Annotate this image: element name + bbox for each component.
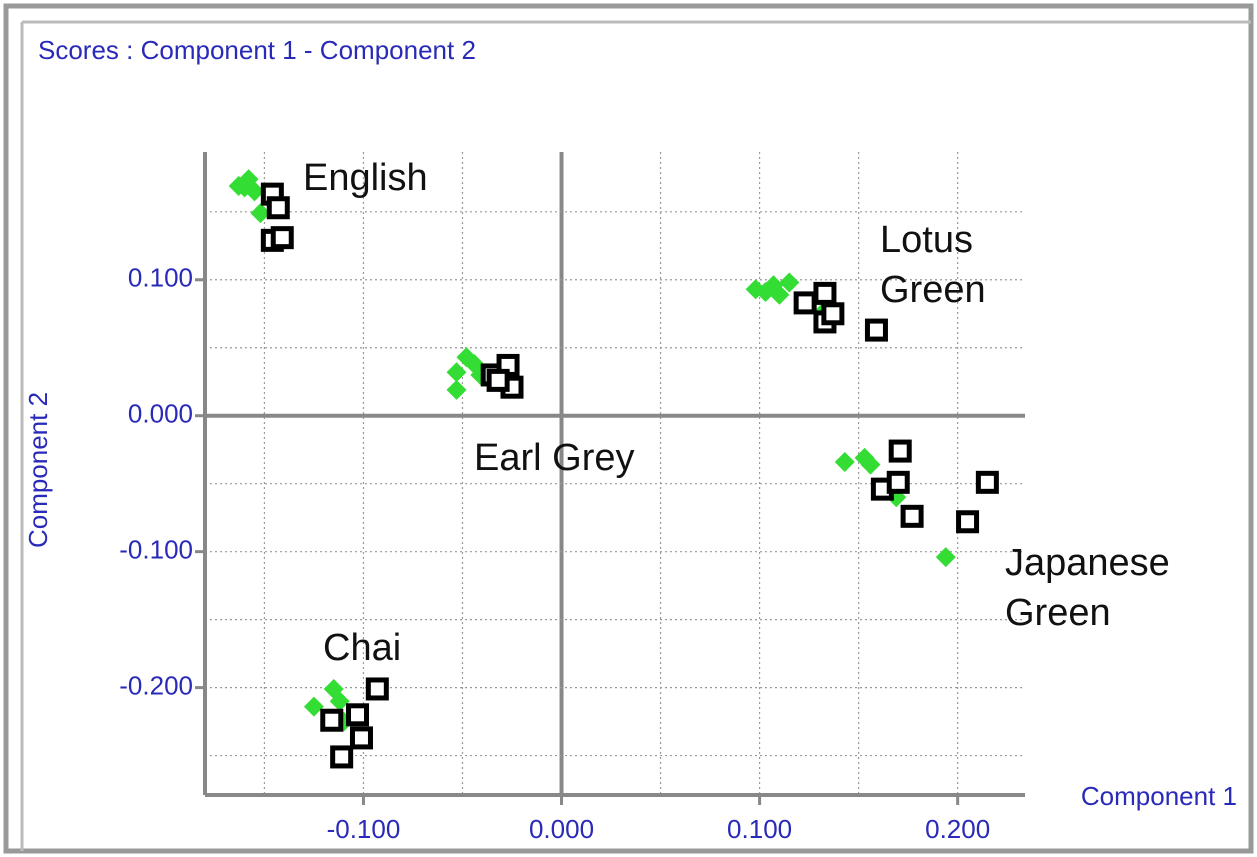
square-point bbox=[821, 302, 845, 326]
square-point bbox=[270, 226, 294, 250]
square-point bbox=[320, 708, 344, 732]
chart-title: Scores : Component 1 - Component 2 bbox=[38, 35, 476, 65]
x-tick-label: 0.000 bbox=[529, 814, 594, 844]
square-point bbox=[956, 510, 980, 534]
diamond-point bbox=[303, 696, 324, 717]
frame bbox=[3, 3, 1254, 854]
annotation: Chai bbox=[323, 627, 401, 669]
square-point bbox=[365, 677, 389, 701]
diamond-point bbox=[763, 275, 784, 296]
square-point bbox=[346, 703, 370, 727]
annotation: Japanese bbox=[1005, 542, 1170, 584]
x-tick-label: 0.100 bbox=[727, 814, 792, 844]
y-axis-label: Component 2 bbox=[23, 392, 53, 548]
y-tick-label: 0.100 bbox=[128, 263, 193, 293]
annotation: English bbox=[303, 157, 428, 199]
square-point bbox=[900, 504, 924, 528]
y-tick-label: 0.000 bbox=[128, 399, 193, 429]
annotation: Green bbox=[880, 269, 986, 311]
square-point bbox=[349, 726, 373, 750]
square-point bbox=[813, 281, 837, 305]
diamond-point bbox=[446, 379, 467, 400]
x-axis-label: Component 1 bbox=[1081, 781, 1237, 811]
square-point bbox=[330, 745, 354, 769]
square-point bbox=[793, 291, 817, 315]
x-tick-label: 0.200 bbox=[925, 814, 990, 844]
square-point bbox=[886, 470, 910, 494]
diamond-point bbox=[234, 177, 255, 198]
square-point bbox=[486, 368, 510, 392]
x-tick-label: -0.100 bbox=[327, 814, 401, 844]
annotation: Green bbox=[1005, 592, 1111, 634]
square-point bbox=[864, 318, 888, 342]
diamond-point bbox=[329, 691, 350, 712]
square-point bbox=[888, 439, 912, 463]
square-point bbox=[975, 470, 999, 494]
diamond-point bbox=[779, 272, 800, 293]
diamond-point bbox=[834, 451, 855, 472]
diamond-point bbox=[860, 454, 881, 475]
diamond-point bbox=[446, 362, 467, 383]
y-tick-label: -0.200 bbox=[119, 670, 193, 700]
square-point bbox=[266, 196, 290, 220]
y-tick-label: -0.100 bbox=[119, 535, 193, 565]
annotation: Lotus bbox=[880, 219, 973, 261]
diamond-point bbox=[935, 547, 956, 568]
annotation: Earl Grey bbox=[474, 437, 634, 479]
diamond-point bbox=[250, 203, 271, 224]
